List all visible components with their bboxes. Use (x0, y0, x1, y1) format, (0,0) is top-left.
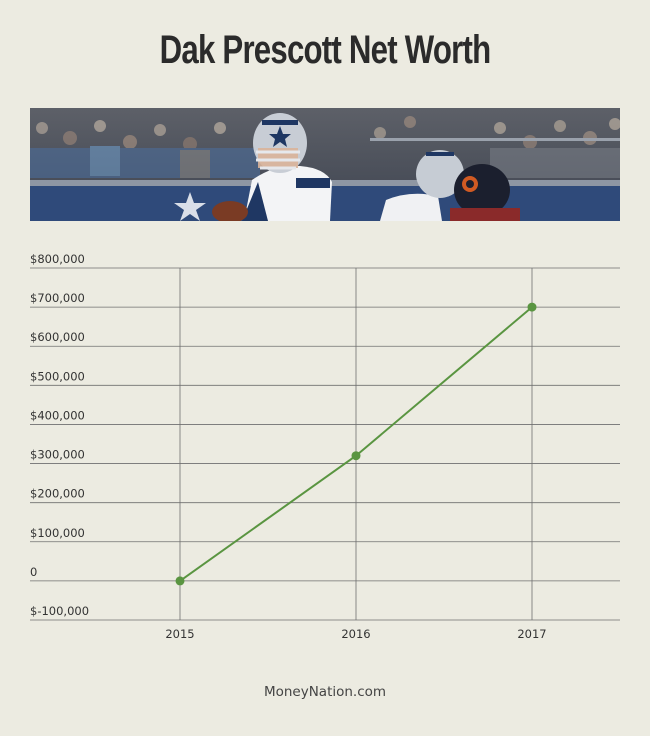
y-tick-label: $500,000 (30, 369, 85, 383)
y-tick-label: $600,000 (30, 330, 85, 344)
data-point (527, 302, 537, 312)
y-tick-label: $100,000 (30, 526, 85, 540)
y-tick-label: $800,000 (30, 252, 85, 266)
x-tick-label: 2017 (517, 627, 546, 641)
y-tick-label: 0 (30, 565, 37, 579)
y-tick-label: $400,000 (30, 408, 85, 422)
data-point (351, 451, 361, 461)
x-tick-label: 2015 (165, 627, 194, 641)
y-tick-label: $-100,000 (30, 604, 89, 618)
x-tick-label: 2016 (341, 627, 370, 641)
banner-photo (30, 108, 620, 221)
data-point (175, 576, 185, 586)
footer-credit: MoneyNation.com (263, 684, 387, 700)
y-tick-label: $200,000 (30, 487, 85, 501)
y-tick-label: $300,000 (30, 448, 85, 462)
page-title: Dak Prescott Net Worth (159, 28, 492, 72)
net-worth-chart: $-100,000 0 $100,000 $200,000 $300,000 $400,0… (0, 240, 650, 650)
y-tick-label: $700,000 (30, 291, 85, 305)
